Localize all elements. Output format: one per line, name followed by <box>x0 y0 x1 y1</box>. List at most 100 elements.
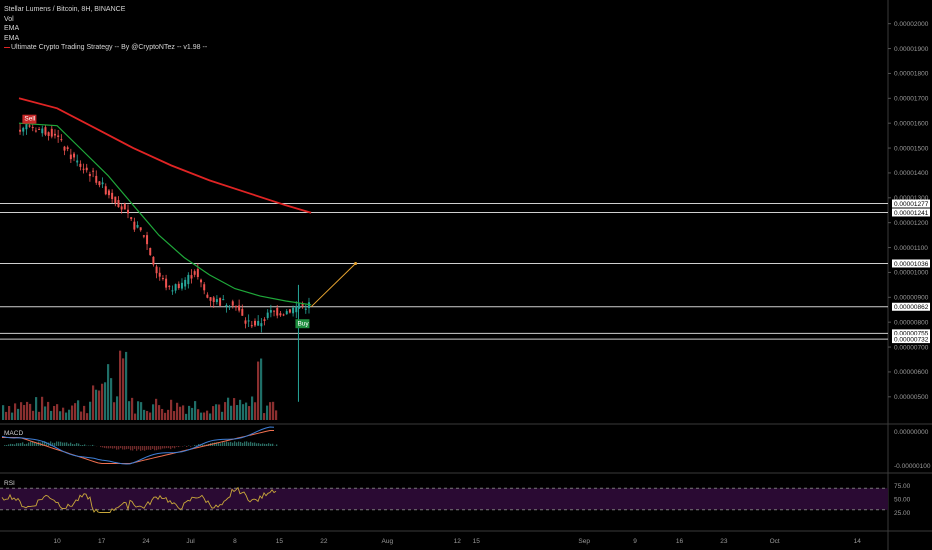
volume-bar <box>230 405 233 420</box>
candle-body <box>276 307 279 316</box>
candle-body <box>266 312 269 318</box>
volume-bar <box>143 409 146 420</box>
volume-bar <box>5 411 8 420</box>
macd-hist-bar <box>80 445 82 446</box>
volume-bar <box>38 411 41 420</box>
candle-body <box>244 320 247 324</box>
volume-bar <box>98 390 101 420</box>
candle-body <box>101 182 104 185</box>
candle-body <box>187 274 190 285</box>
volume-bar <box>86 413 89 420</box>
candle-body <box>161 278 164 280</box>
macd-hist-bar <box>198 444 200 446</box>
volume-bar <box>8 406 11 420</box>
macd-hist-bar <box>190 446 192 447</box>
candle-body <box>155 266 158 274</box>
macd-hist-bar <box>258 443 260 446</box>
volume-bar <box>182 405 185 420</box>
macd-hist-bar <box>4 445 6 446</box>
candle-body <box>73 153 76 158</box>
macd-hist-bar <box>16 443 18 446</box>
legend-strategy[interactable]: Ultimate Crypto Trading Strategy -- By @… <box>4 43 207 53</box>
candle-body <box>111 192 114 200</box>
volume-bar <box>59 411 62 420</box>
macd-hist-bar <box>118 446 120 450</box>
candle-body <box>228 306 231 308</box>
candle-body <box>120 206 123 210</box>
volume-bar <box>2 405 5 420</box>
x-tick-label: 10 <box>54 538 62 545</box>
candle-body <box>190 275 193 279</box>
volume-bar <box>125 351 128 420</box>
macd-hist-bar <box>240 441 242 446</box>
candle-body <box>219 298 222 306</box>
candle-body <box>212 297 215 302</box>
macd-hist-bar <box>270 443 272 446</box>
macd-hist-bar <box>154 446 156 451</box>
macd-hist-bar <box>214 442 216 446</box>
candle-body <box>60 139 63 141</box>
volume-bar <box>269 402 272 420</box>
macd-hist-bar <box>222 441 224 446</box>
volume-bar <box>161 408 164 420</box>
volume-bar <box>266 405 269 420</box>
macd-hist-bar <box>256 443 258 446</box>
macd-hist-bar <box>134 446 136 449</box>
candle-body <box>139 227 142 231</box>
volume-bar <box>23 405 26 420</box>
volume-bar <box>263 413 266 420</box>
candle-body <box>34 130 37 132</box>
candle-body <box>107 190 110 196</box>
x-tick-label: 23 <box>720 538 728 545</box>
x-tick-label: 16 <box>676 538 684 545</box>
volume-bar <box>236 405 239 420</box>
candle-body <box>28 125 31 127</box>
volume-bar <box>248 406 251 420</box>
candle-body <box>215 299 218 303</box>
macd-hist-bar <box>136 446 138 451</box>
macd-hist-bar <box>186 446 188 447</box>
candle-body <box>234 305 237 308</box>
macd-hist-bar <box>84 444 86 446</box>
macd-hist-bar <box>244 441 246 446</box>
macd-hist-bar <box>72 443 74 446</box>
candle-body <box>254 320 256 326</box>
macd-hist-bar <box>232 442 234 446</box>
x-tick-label: 9 <box>633 538 637 545</box>
macd-hist-bar <box>50 441 52 446</box>
volume-bar <box>92 385 95 420</box>
legend-ema-1[interactable]: EMA <box>4 25 20 32</box>
price-level-label: 0.00001036 <box>894 261 929 268</box>
volume-bar <box>131 397 134 420</box>
candle-body <box>88 174 91 177</box>
candle-body <box>158 272 161 277</box>
candle-body <box>41 128 44 134</box>
volume-bar <box>218 404 221 420</box>
candle-body <box>136 224 139 228</box>
sell-signal-label: Sell <box>24 116 35 123</box>
ema-slow-line <box>18 97 312 214</box>
candle-body <box>257 320 260 326</box>
legend-vol[interactable]: Vol <box>4 15 14 23</box>
x-tick-label: Jul <box>186 538 195 545</box>
y-tick-label: 0.00000800 <box>894 319 929 326</box>
candle-body <box>241 308 244 316</box>
volume-bar <box>170 399 173 420</box>
candle-body <box>82 168 85 170</box>
volume-bar <box>188 405 191 420</box>
legend-ema-2[interactable]: EMA <box>4 34 20 42</box>
macd-hist-bar <box>52 442 54 446</box>
candle-body <box>142 235 145 237</box>
candle-body <box>222 299 225 301</box>
candle-body <box>146 235 149 245</box>
volume-bar <box>260 358 263 420</box>
candle-body <box>238 305 241 311</box>
macd-hist-bar <box>242 442 244 446</box>
macd-hist-bar <box>266 443 268 446</box>
macd-hist-bar <box>30 441 32 446</box>
candle-body <box>174 284 177 291</box>
volume-bar <box>275 410 278 420</box>
macd-hist-bar <box>220 443 222 446</box>
volume-bar <box>29 403 32 420</box>
